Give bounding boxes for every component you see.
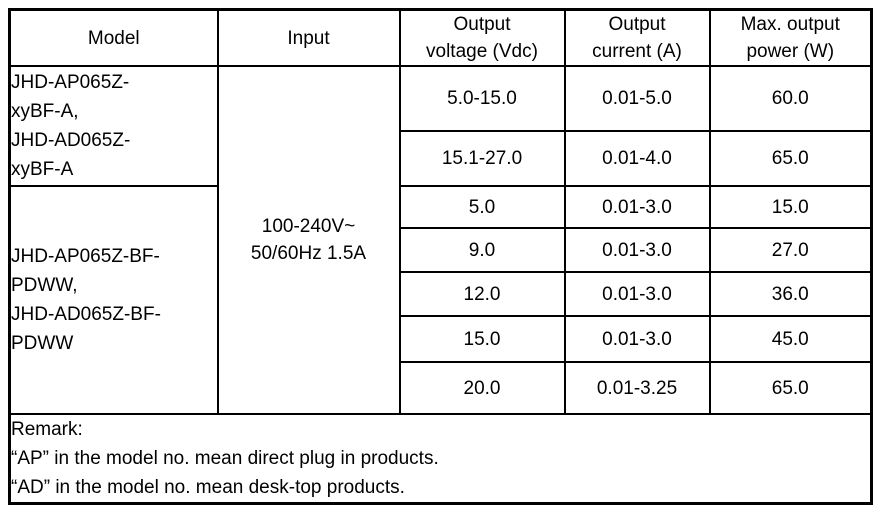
header-model: Model — [8, 8, 219, 67]
voltage-cell: 5.0 — [398, 185, 566, 229]
input-cell: 100-240V~ 50/60Hz 1.5A — [216, 65, 401, 415]
power-cell: 27.0 — [708, 227, 873, 273]
power-cell: 15.0 — [708, 185, 873, 229]
voltage-cell: 5.0-15.0 — [398, 65, 566, 132]
spec-table: Model Input Output voltage (Vdc) Output … — [8, 8, 873, 505]
power-cell: 60.0 — [708, 65, 873, 132]
table-row: JHD-AP065Z- xyBF-A, JHD-AD065Z- xyBF-A 1… — [8, 65, 873, 415]
header-output-voltage: Output voltage (Vdc) — [398, 8, 566, 67]
remark-row: Remark: “AP” in the model no. mean direc… — [8, 413, 873, 505]
power-cell: 36.0 — [708, 271, 873, 317]
header-input: Input — [216, 8, 401, 67]
remark-title: Remark: — [11, 419, 83, 440]
table-row: 15.1-27.0 0.01-4.0 65.0 — [10, 130, 873, 187]
current-cell: 0.01-3.25 — [563, 361, 711, 415]
power-cell: 45.0 — [708, 315, 873, 363]
current-cell: 0.01-4.0 — [563, 130, 711, 187]
voltage-cell: 9.0 — [398, 227, 566, 273]
model-group-1-cell: JHD-AP065Z- xyBF-A, JHD-AD065Z- xyBF-A — [8, 65, 219, 187]
remark-line-ad: “AD” in the model no. mean desk-top prod… — [11, 477, 405, 498]
header-max-output-power: Max. output power (W) — [708, 8, 873, 67]
table-row: JHD-AP065Z-BF- PDWW, JHD-AD065Z-BF- PDWW… — [8, 185, 873, 415]
current-cell: 0.01-5.0 — [563, 65, 711, 132]
voltage-cell: 12.0 — [398, 271, 566, 317]
power-cell: 65.0 — [708, 130, 873, 187]
power-cell: 65.0 — [708, 361, 873, 415]
voltage-cell: 20.0 — [398, 361, 566, 415]
current-cell: 0.01-3.0 — [563, 185, 711, 229]
table-row: 12.0 0.01-3.0 36.0 — [10, 271, 873, 317]
current-cell: 0.01-3.0 — [563, 227, 711, 273]
remark-line-ap: “AP” in the model no. mean direct plug i… — [11, 448, 439, 469]
table-row: 20.0 0.01-3.25 65.0 — [10, 361, 873, 415]
table-row: 15.0 0.01-3.0 45.0 — [10, 315, 873, 363]
model-group-2-cell: JHD-AP065Z-BF- PDWW, JHD-AD065Z-BF- PDWW — [8, 185, 219, 415]
remark-cell: Remark: “AP” in the model no. mean direc… — [8, 413, 873, 505]
current-cell: 0.01-3.0 — [563, 315, 711, 363]
table-row: 9.0 0.01-3.0 27.0 — [10, 227, 873, 273]
header-row: Model Input Output voltage (Vdc) Output … — [8, 8, 873, 67]
header-output-current: Output current (A) — [563, 8, 711, 67]
current-cell: 0.01-3.0 — [563, 271, 711, 317]
voltage-cell: 15.0 — [398, 315, 566, 363]
voltage-cell: 15.1-27.0 — [398, 130, 566, 187]
